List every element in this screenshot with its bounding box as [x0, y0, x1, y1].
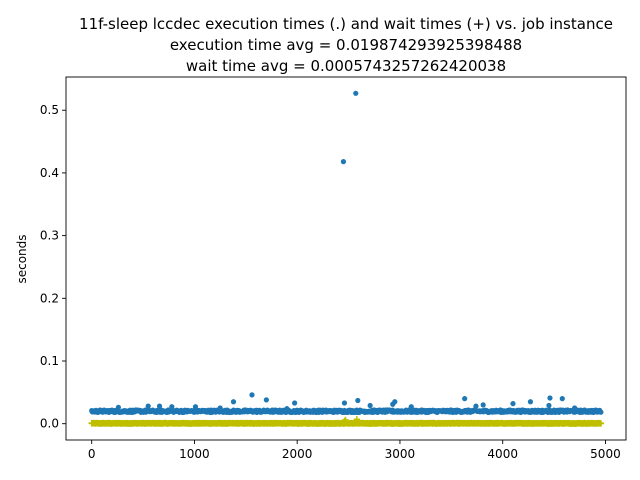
execution-time-point	[353, 90, 359, 96]
wait-time-point	[342, 416, 349, 424]
y-tick-label: 0.1	[40, 354, 59, 368]
execution-time-point	[510, 401, 516, 407]
x-tick-label: 5000	[590, 447, 621, 461]
execution-time-point	[263, 397, 269, 403]
execution-time-point	[480, 402, 486, 408]
y-tick-label: 0.2	[40, 291, 59, 305]
x-tick-label: 1000	[179, 447, 210, 461]
y-axis-ticks: 0.0 0.1 0.2 0.3 0.4 0.5	[40, 103, 66, 431]
execution-time-point	[462, 396, 468, 402]
y-tick-label: 0.5	[40, 103, 59, 117]
execution-time-point	[392, 399, 398, 405]
execution-time-point	[292, 400, 298, 406]
plot-area-frame	[65, 76, 627, 441]
x-tick-label: 2000	[282, 447, 313, 461]
execution-time-point	[473, 403, 479, 409]
execution-time-point	[217, 405, 223, 411]
execution-time-point	[169, 404, 175, 410]
execution-time-point	[598, 409, 604, 415]
execution-time-point	[559, 396, 565, 402]
chart-title-line-1: 11f-sleep lccdec execution times (.) and…	[79, 15, 613, 33]
y-tick-label: 0.3	[40, 229, 59, 243]
execution-time-point	[340, 159, 347, 165]
execution-time-series	[89, 90, 604, 416]
execution-time-point	[527, 399, 534, 405]
execution-time-point	[367, 402, 373, 409]
execution-time-point	[230, 399, 237, 405]
x-tick-label: 0	[88, 447, 96, 461]
wait-time-point	[341, 417, 348, 425]
y-tick-label: 0.0	[40, 417, 59, 431]
execution-time-point	[547, 395, 553, 401]
wait-time-point	[353, 416, 360, 423]
execution-time-point	[284, 406, 290, 412]
execution-time-point	[249, 392, 255, 398]
wait-time-point	[597, 420, 605, 427]
execution-time-point	[355, 397, 361, 404]
x-axis-ticks: 0 1000 2000 3000 4000 5000	[88, 440, 621, 461]
chart-title-line-3: wait time avg = 0.0005743257262420038	[186, 57, 506, 75]
chart-title-line-2: execution time avg = 0.01987429392539848…	[170, 36, 522, 54]
y-tick-label: 0.4	[40, 166, 59, 180]
x-tick-label: 4000	[487, 447, 518, 461]
execution-time-point	[156, 403, 163, 409]
x-tick-label: 3000	[385, 447, 416, 461]
y-axis-label: seconds	[15, 234, 29, 283]
execution-time-point	[341, 400, 348, 406]
execution-time-point	[115, 404, 122, 410]
execution-time-point	[572, 405, 578, 411]
wait-time-series	[88, 416, 605, 427]
execution-time-point	[546, 402, 552, 409]
execution-time-point	[408, 404, 414, 410]
execution-time-point	[145, 403, 151, 409]
execution-time-point	[192, 404, 199, 410]
